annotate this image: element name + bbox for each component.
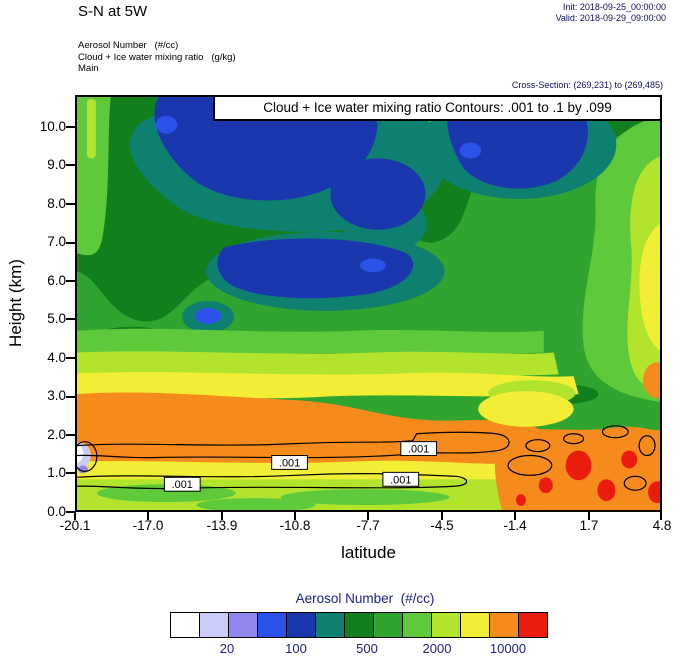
x-tick-label: -4.5 <box>430 518 454 533</box>
contour-value-label: .001 <box>390 474 411 486</box>
x-tick-label: -17.0 <box>132 518 164 533</box>
y-tick-label: 2.0 <box>47 427 66 442</box>
y-tick-label: 4.0 <box>47 350 66 365</box>
colorbar <box>170 612 548 638</box>
y-tick-mark <box>66 164 75 166</box>
y-tick-mark <box>66 126 75 128</box>
colorbar-cell <box>286 612 316 638</box>
y-tick-mark <box>66 472 75 474</box>
x-tick-mark <box>588 511 590 520</box>
variable-list: Aerosol Number (#/cc) Cloud + Ice water … <box>78 40 236 75</box>
model-label: Main <box>78 63 99 74</box>
colorbar-cell <box>431 612 461 638</box>
colorbar-cell <box>315 612 345 638</box>
valid-time-label: Valid: 2018-09-29_09:00:00 <box>555 13 666 23</box>
colorbar-cell <box>257 612 287 638</box>
y-tick-mark <box>66 318 75 320</box>
aerosol-fill-right-light <box>77 97 660 403</box>
y-tick-label: 3.0 <box>47 388 66 403</box>
x-tick-label: 1.7 <box>579 518 599 533</box>
y-tick-label: 7.0 <box>47 234 66 249</box>
x-tick-mark <box>514 511 516 520</box>
contour-info-box: Cloud + Ice water mixing ratio Contours:… <box>213 95 662 121</box>
fill-variable-label: Aerosol Number (#/cc) <box>78 40 179 51</box>
colorbar-tick-label: 100 <box>285 641 307 656</box>
colorbar-cell <box>489 612 519 638</box>
y-tick-mark <box>66 203 75 205</box>
y-tick-label: 10.0 <box>39 119 66 134</box>
x-tick-label: -20.1 <box>59 518 91 533</box>
y-tick-label: 6.0 <box>47 273 66 288</box>
colorbar-cell <box>402 612 432 638</box>
page-title: S-N at 5W <box>78 3 148 20</box>
colorbar-title: Aerosol Number (#/cc) <box>295 591 435 606</box>
y-tick-mark <box>66 357 75 359</box>
x-tick-label: -13.9 <box>206 518 238 533</box>
aerosol-fill-bright-blue <box>155 115 482 324</box>
colorbar-cell <box>518 612 548 638</box>
init-valid-block: Init: 2018-09-25_00:00:00 Valid: 2018-09… <box>556 2 666 24</box>
y-tick-label: 5.0 <box>47 311 66 326</box>
y-tick-mark <box>66 242 75 244</box>
x-tick-mark <box>367 511 369 520</box>
colorbar-cell <box>344 612 374 638</box>
y-tick-mark <box>66 396 75 398</box>
y-axis-title: Height (km) <box>6 259 25 347</box>
x-tick-mark <box>441 511 443 520</box>
x-tick-mark <box>660 511 662 520</box>
x-tick-mark <box>294 511 296 520</box>
contour-value-label: .001 <box>172 479 193 491</box>
x-tick-label: -1.4 <box>503 518 527 533</box>
colorbar-cell <box>373 612 403 638</box>
contour-value-label: .001 <box>408 444 429 456</box>
contour-value-label: .001 <box>279 457 300 469</box>
aerosol-fill-red-spots <box>515 450 660 507</box>
y-tick-label: 8.0 <box>47 196 66 211</box>
init-time-label: Init: 2018-09-25_00:00:00 <box>562 2 666 12</box>
colorbar-cell <box>460 612 490 638</box>
x-axis-title: latitude <box>341 543 396 562</box>
colorbar-tick-label: 20 <box>219 641 235 656</box>
colorbar-cell <box>170 612 200 638</box>
contour-variable-label: Cloud + Ice water mixing ratio (g/kg) <box>78 51 236 63</box>
colorbar-tick-label: 2000 <box>422 641 452 656</box>
colorbar-tick-label: 500 <box>356 641 378 656</box>
filled-contour-field: .001 .001 .001 .001 <box>77 97 660 510</box>
y-tick-mark <box>66 511 75 513</box>
x-tick-label: -7.7 <box>356 518 380 533</box>
x-tick-mark <box>147 511 149 520</box>
x-tick-label: -10.8 <box>279 518 311 533</box>
x-tick-label: 4.8 <box>652 518 672 533</box>
y-tick-label: 9.0 <box>47 157 66 172</box>
contour-label-boxes: .001 .001 .001 .001 <box>163 441 438 492</box>
y-tick-mark <box>66 280 75 282</box>
y-tick-mark <box>66 434 75 436</box>
plot-area: .001 .001 .001 .001 Cloud + Ice water mi… <box>75 95 662 512</box>
y-tick-label: 0.0 <box>47 504 66 519</box>
y-tick-label: 1.0 <box>47 465 66 480</box>
colorbar-tick-label: 10000 <box>489 641 527 656</box>
x-tick-mark <box>221 511 223 520</box>
cross-section-label: Cross-Section: (269,231) to (269,485) <box>511 80 663 90</box>
colorbar-cell <box>199 612 229 638</box>
colorbar-cell <box>228 612 258 638</box>
x-tick-mark <box>74 511 76 520</box>
